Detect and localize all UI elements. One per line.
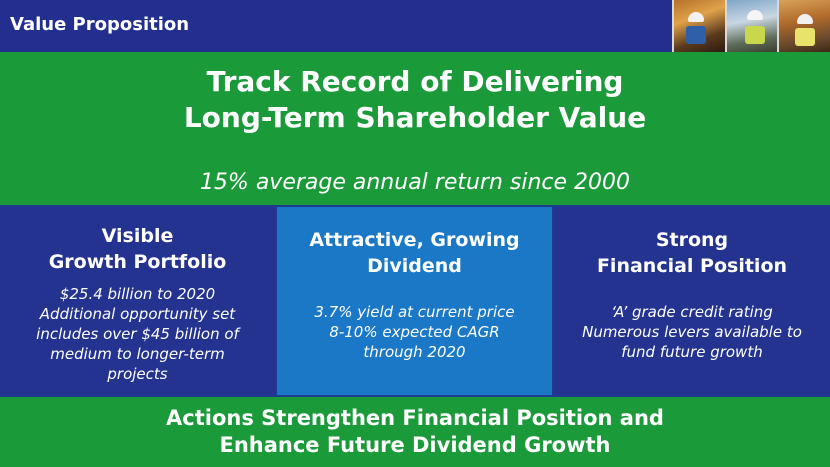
dividend-panel: Attractive, Growing Dividend 3.7% yield … [277,207,552,395]
panel-heading-line: Growth Portfolio [48,251,227,273]
panel-body: ‘A’ grade credit rating Numerous levers … [554,302,830,362]
panel-heading-line: Financial Position [596,255,788,277]
headline-subtitle: 15% average annual return since 2000 [199,170,631,195]
panel-body-line: 3.7% yield at current price [314,303,515,321]
panel-body-line: fund future growth [621,343,763,361]
headline-line-2: Long-Term Shareholder Value [183,101,647,134]
panel-body-line: 8-10% expected CAGR [329,323,500,341]
headline-title: Track Record of Delivering Long-Term Sha… [0,64,830,136]
footer-statement: Actions Strengthen Financial Position an… [0,405,830,459]
panel-heading-line: Strong [655,229,729,251]
footer-banner: Actions Strengthen Financial Position an… [0,397,830,467]
panel-body-line: Numerous levers available to [582,323,802,341]
panel-heading-line: Attractive, Growing [309,229,520,251]
panel-body: $25.4 billion to 2020 Additional opportu… [0,284,275,384]
footer-line-1: Actions Strengthen Financial Position an… [166,406,664,430]
panel-body: 3.7% yield at current price 8-10% expect… [277,302,552,362]
panel-heading: Visible Growth Portfolio [0,223,275,275]
header-photos [672,0,830,52]
panel-body-line: ‘A’ grade credit rating [611,303,773,321]
panel-body-line: Additional opportunity set [39,305,236,323]
worker-photo [672,0,725,52]
panel-body-line: includes over $45 billion of [36,325,239,343]
panel-body-line: $25.4 billion to 2020 [59,285,216,303]
growth-portfolio-panel: Visible Growth Portfolio $25.4 billion t… [0,207,275,395]
headline-line-1: Track Record of Delivering [206,65,624,98]
panel-body-line: projects [107,365,168,383]
panel-heading: Strong Financial Position [554,227,830,279]
worker-photo [724,0,778,52]
financial-position-panel: Strong Financial Position ‘A’ grade cred… [554,207,830,395]
section-title: Value Proposition [10,14,190,35]
headline-banner: Track Record of Delivering Long-Term Sha… [0,52,830,205]
footer-line-2: Enhance Future Dividend Growth [219,433,611,457]
panel-body-line: medium to longer-term [50,345,225,363]
panel-heading-line: Dividend [367,255,462,277]
panel-heading-line: Visible [101,225,174,247]
panel-body-line: through 2020 [363,343,466,361]
worker-photo [777,0,830,52]
panel-heading: Attractive, Growing Dividend [277,227,552,279]
header-bar: Value Proposition [0,0,830,52]
